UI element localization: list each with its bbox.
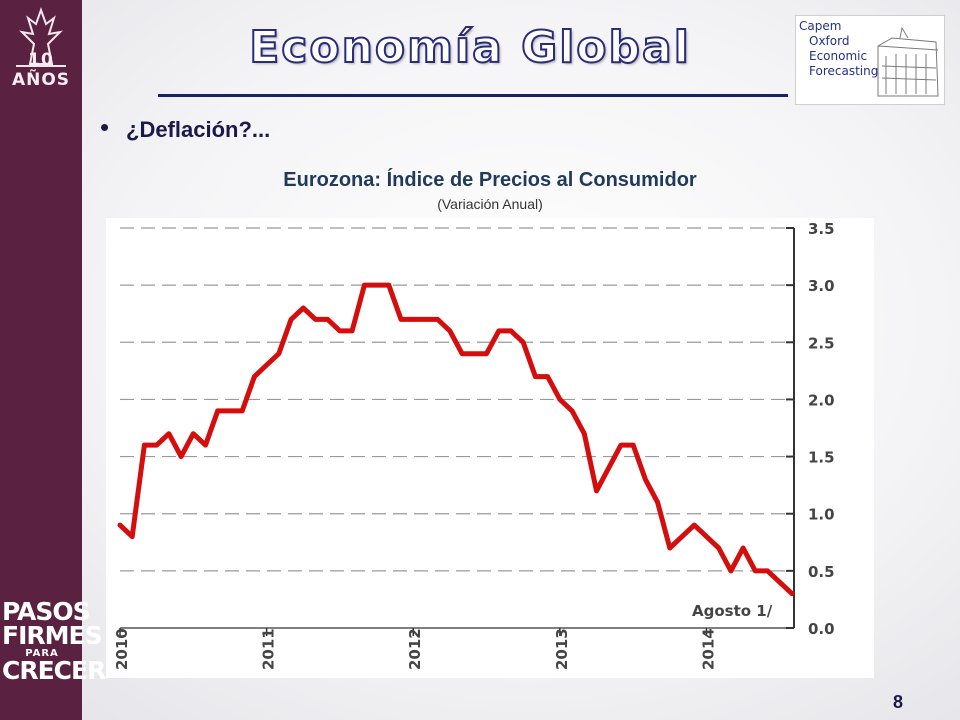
x-tick-label: 2014 [699,628,717,670]
data-point [521,340,526,345]
data-point [765,568,770,574]
data-point [679,534,685,539]
y-tick-label: 1.5 [808,449,835,467]
data-point [569,408,575,414]
sidebar: 10 AÑOS PASOS FIRMES PARA CRECER [0,0,106,720]
slogan-line: CRECER [2,656,106,685]
bullet-text: ¿Deflación?... [126,117,271,142]
data-point [374,282,379,288]
data-point [472,351,477,356]
bullet-dot-icon: • [100,112,110,142]
slogan-line: PARA [25,647,59,659]
data-point [166,431,172,436]
data-point [582,431,587,436]
data-point [594,488,599,494]
capem-text: Capem Oxford Economic Forecasting [799,19,878,79]
data-point [130,534,135,539]
data-point [508,328,514,334]
data-point [178,454,184,459]
logo-line: Forecasting [809,64,879,78]
data-point [423,317,428,322]
data-point [630,442,636,448]
data-point [533,374,538,379]
data-point [716,545,721,551]
data-point [692,522,697,528]
x-tick-label: 2013 [553,628,571,670]
data-point [643,477,648,482]
x-tick-label: 2011 [260,628,278,670]
data-point [398,317,404,322]
data-point [203,442,208,448]
data-point [227,408,233,414]
data-point [325,317,330,322]
data-point [545,374,550,379]
chart-background [106,218,874,678]
data-point [459,351,465,356]
logo-line: Capem [799,19,842,33]
data-point [276,351,282,356]
y-tick-label: 0.0 [808,620,835,638]
building-sketch-icon [877,26,939,97]
data-point [447,328,453,334]
chart-title: Eurozona: Índice de Precios al Consumido… [283,169,697,191]
title-divider [158,94,788,97]
slide-title: Economía Global [248,21,691,74]
data-point [117,522,123,528]
data-point [264,362,269,368]
data-point [191,431,196,436]
x-tick-label: 2010 [113,628,131,670]
capem-oxford-logo: Capem Oxford Economic Forecasting [795,15,945,105]
data-point [557,397,563,402]
data-point [753,568,758,574]
data-point [777,580,782,585]
data-point [349,328,355,334]
data-point [313,317,318,322]
data-point [154,442,159,448]
data-point [618,442,624,448]
x-tick-label: 2012 [406,628,424,670]
data-point [704,534,709,539]
data-point [496,328,501,334]
data-point [386,282,391,288]
data-point [740,545,746,551]
y-tick-label: 2.0 [808,391,835,409]
data-point [288,317,294,322]
anniversary-logo: 10 AÑOS [2,4,80,94]
data-point [411,317,416,322]
cpi-line-chart: 0.0 0.5 1.0 1.5 2.0 2.5 3.0 3.5 2010 2011 2012 2013… [106,218,874,678]
y-tick-label: 3.5 [808,220,835,238]
logo-line: Economic [809,49,868,63]
data-point [362,282,367,288]
y-tick-label: 2.5 [808,334,835,352]
y-tick-label: 1.0 [808,506,835,524]
logo-line: Oxford [809,34,850,48]
y-tick-label: 0.5 [808,563,835,581]
slogan: PASOS FIRMES PARA CRECER [2,597,106,685]
data-point [142,442,147,448]
data-point [337,328,343,334]
chart-subtitle: (Variación Anual) [437,196,543,212]
page-number: 8 [893,692,904,712]
data-point [435,317,440,322]
data-point [252,374,257,379]
data-point [655,500,660,505]
monument-icon [16,7,66,67]
slogan-line: PASOS [2,597,91,626]
data-point [484,351,489,356]
slogan-line: FIRMES [2,620,103,650]
data-point [789,591,795,596]
logo-years-text: 10 AÑOS [11,50,71,90]
data-point [728,568,734,574]
data-point [239,408,245,414]
data-point [215,408,220,414]
data-point [667,545,673,551]
data-point [606,465,611,471]
data-point [301,305,306,311]
y-tick-label: 3.0 [808,277,835,295]
chart-annotation: Agosto 1/ [692,602,773,620]
